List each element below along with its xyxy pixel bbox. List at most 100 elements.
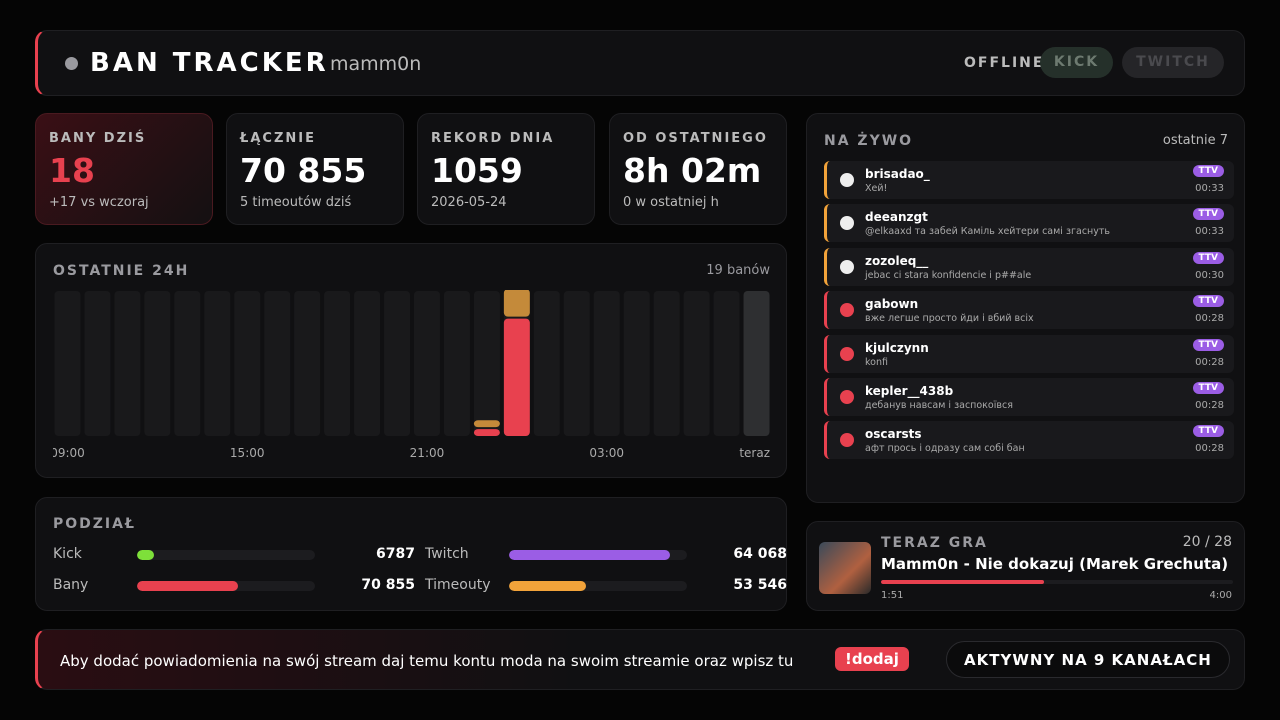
slot (204, 291, 231, 436)
slot (354, 291, 381, 436)
stat-card: ŁĄCZNIE 70 855 5 timeoutów dziś (226, 113, 404, 225)
split-name: Timeouty (425, 577, 491, 593)
slot (443, 291, 470, 436)
stat-sub: +17 vs wczoraj (49, 195, 149, 210)
slot (683, 291, 710, 436)
x-tick-label: 21:00 (410, 446, 445, 460)
split-track (137, 581, 315, 591)
slot (713, 291, 740, 436)
platform: TTV (1192, 251, 1224, 264)
split-track (509, 550, 687, 560)
platform: TTV (1192, 295, 1224, 308)
slot (743, 291, 770, 436)
split-value: 70 855 (361, 577, 415, 593)
stat-label: BANY DZIŚ (49, 131, 147, 146)
stat-sub: 0 w ostatniej h (623, 195, 719, 210)
stat-label: ŁĄCZNIE (240, 131, 316, 146)
command: !dodaj (835, 647, 909, 671)
np-elapsed: 1:51 (881, 590, 904, 601)
time: 00:28 (1195, 443, 1224, 455)
user: mamm0n (330, 53, 422, 75)
user-name: brisadao_ (865, 167, 930, 181)
feed-subtitle: ostatnie 7 (1162, 133, 1228, 148)
platform: TTV (1192, 338, 1224, 351)
timeout-icon (840, 216, 854, 231)
slot (653, 291, 680, 436)
x-tick-label: 09:00 (53, 446, 85, 460)
feed-item: kepler__438b дебанув навсам і заспокоївся… (824, 378, 1234, 416)
slot (294, 291, 321, 436)
slot (533, 291, 560, 436)
ban-icon (840, 303, 854, 318)
stat-value: 1059 (431, 151, 523, 190)
chart-panel: OSTATNIE 24H 19 banów 09:00 15:00 21:00 03:… (35, 243, 787, 478)
feed-item: kjulczynn konfi TTV 00:28 (824, 334, 1234, 373)
slot (114, 291, 141, 436)
user-name: deeanzgt (865, 210, 928, 225)
np-position: 20 / 28 (1182, 534, 1232, 550)
x-tick-label: 15:00 (230, 446, 265, 460)
user-name: zozoleq__ (865, 253, 929, 268)
ban-icon (840, 390, 854, 404)
feed-item: gabown вже легше просто йди і вбий всіх TT… (824, 291, 1234, 330)
bar-segment (503, 318, 530, 436)
message: афт прось і одразу сам собі бан (865, 443, 1025, 455)
slot (563, 291, 590, 436)
user-name: kjulczynn (865, 340, 929, 355)
slot (264, 291, 291, 436)
time: 00:28 (1195, 313, 1224, 325)
bar-segment (473, 420, 500, 428)
split-track (509, 581, 687, 591)
slot (623, 291, 650, 436)
timeout-icon (840, 173, 854, 187)
chart-subtitle: 19 banów (706, 263, 770, 278)
split-value: 6787 (376, 546, 415, 562)
ban-icon (840, 433, 854, 448)
chart: 09:00 15:00 21:00 03:00 teraz (53, 290, 770, 460)
slot (384, 291, 410, 436)
stat-label: REKORD DNIA (431, 131, 555, 146)
message: дебанув навсам і заспокоївся (865, 400, 1013, 411)
bar-segment (473, 429, 500, 436)
slot (324, 291, 351, 436)
status: OFFLINE (964, 55, 1045, 71)
slot (144, 291, 171, 436)
x-tick-label: teraz (739, 446, 770, 460)
footer: Aby dodać powiadomienia na swój stream d… (35, 629, 1245, 690)
split-name: Twitch (425, 546, 469, 562)
slot (593, 291, 620, 436)
platform: TTV (1192, 425, 1224, 438)
footer-text: Aby dodać powiadomienia na swój stream d… (60, 652, 794, 670)
platform: TTV (1192, 165, 1224, 177)
stat-card: BANY DZIŚ 18 +17 vs wczoraj (35, 113, 213, 225)
stat-label: OD OSTATNIEGO (623, 131, 768, 146)
platform: TTV (1192, 382, 1224, 394)
message: konfi (865, 356, 888, 368)
feed-title: NA ŻYWO (824, 133, 914, 149)
feed-item: zozoleq__ jebac ci stara konfidencie i p#… (824, 247, 1234, 286)
slot (234, 291, 261, 436)
feed-item: oscarsts афт прось і одразу сам собі бан T… (824, 421, 1234, 460)
time: 00:30 (1195, 269, 1224, 281)
twitch-button[interactable]: TWITCH (1122, 47, 1224, 78)
timeout-icon (840, 259, 854, 274)
chart-title: OSTATNIE 24H (53, 263, 190, 279)
stat-sub: 2026-05-24 (431, 195, 507, 210)
slot (174, 291, 201, 436)
split-name: Bany (53, 577, 89, 593)
split-bar (137, 550, 155, 560)
message: Хей! (865, 183, 888, 194)
message: вже легше просто йди і вбий всіх (865, 313, 1034, 325)
kick-button[interactable]: KICK (1040, 47, 1113, 78)
message: jebac ci stara konfidencie i p##ale (865, 269, 1032, 281)
np-progress (881, 580, 1233, 584)
feed-panel: NA ŻYWO ostatnie 7 brisadao_ Хей! TTV 00:33… (806, 113, 1245, 503)
now-playing: TERAZ GRA 20 / 28 Mamm0n - Nie dokazuj (… (806, 521, 1245, 611)
split-name: Kick (53, 546, 82, 562)
time: 00:33 (1195, 183, 1224, 194)
np-title: TERAZ GRA (881, 535, 988, 551)
ban-icon (840, 346, 854, 361)
np-track: Mamm0n - Nie dokazuj (Marek Grechuta) [A… (881, 555, 1233, 573)
time: 00:28 (1195, 400, 1224, 411)
split-bar (509, 550, 670, 560)
